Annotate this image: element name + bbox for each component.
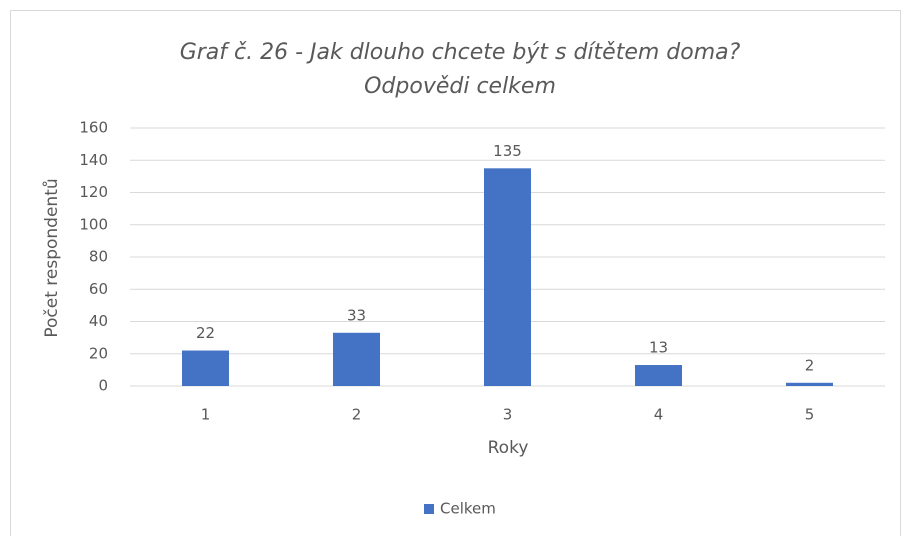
bar: [786, 382, 833, 386]
y-tick-label: 0: [98, 377, 108, 395]
y-tick-label: 140: [79, 151, 108, 169]
data-label: 2: [805, 356, 815, 374]
y-tick-label: 20: [89, 344, 108, 362]
x-tick-label: 4: [654, 406, 664, 424]
x-tick-label: 3: [503, 406, 513, 424]
legend-label: Celkem: [440, 500, 496, 518]
bar: [333, 332, 380, 386]
y-tick-label: 80: [89, 248, 108, 266]
chart-title: Graf č. 26 - Jak dlouho chcete být s dít…: [180, 40, 741, 65]
legend-swatch: [424, 504, 434, 514]
data-label: 13: [649, 339, 668, 357]
chart-frame: [10, 10, 901, 536]
bar: [635, 365, 682, 386]
y-tick-label: 120: [79, 183, 108, 201]
x-tick-label: 1: [201, 406, 211, 424]
data-label: 135: [493, 142, 522, 160]
y-axis-label: Počet respondentů: [42, 178, 62, 337]
y-tick-label: 160: [79, 119, 108, 137]
bar: [484, 168, 531, 386]
data-label: 22: [196, 324, 215, 342]
bar: [182, 350, 229, 386]
y-tick-label: 60: [89, 280, 108, 298]
y-tick-label: 100: [79, 215, 108, 233]
chart-title: Odpovědi celkem: [364, 74, 556, 99]
x-tick-label: 5: [805, 406, 815, 424]
data-label: 33: [347, 306, 366, 324]
y-tick-label: 40: [89, 312, 108, 330]
x-tick-label: 2: [352, 406, 362, 424]
x-axis-label: Roky: [488, 438, 529, 458]
